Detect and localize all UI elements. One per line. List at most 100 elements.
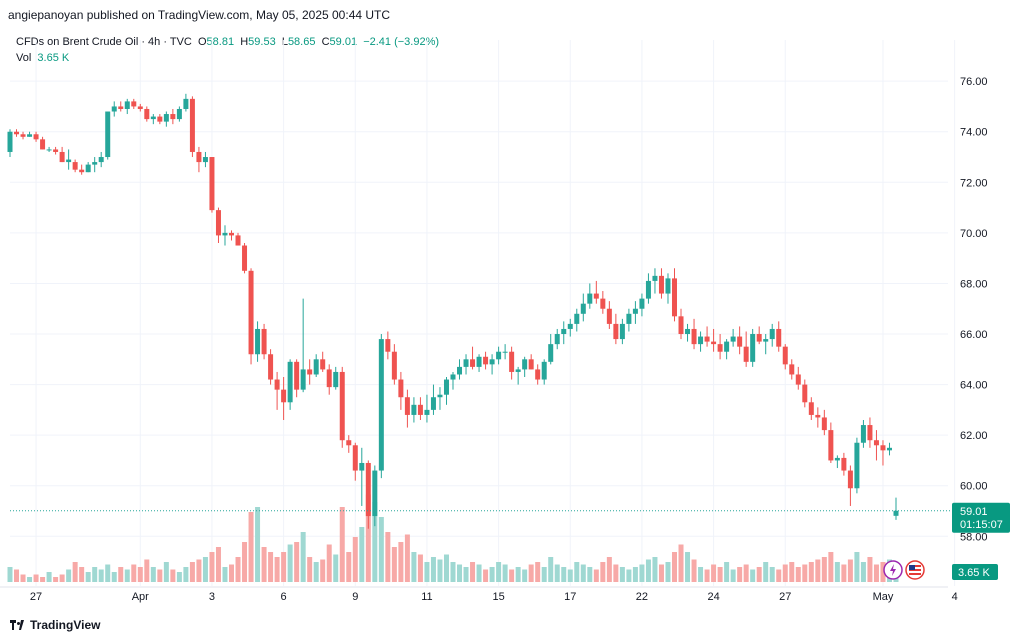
candle-body — [183, 98, 189, 109]
flag-stripe — [909, 573, 921, 575]
time-tick-label: May — [873, 591, 894, 603]
candle-body — [443, 379, 449, 395]
volume-bar — [724, 562, 730, 582]
volume-bar — [255, 507, 261, 582]
candle-body — [789, 364, 795, 375]
candle-body — [698, 336, 704, 345]
candle-body — [763, 339, 769, 342]
candle-body — [378, 339, 384, 471]
volume-bar — [593, 569, 599, 582]
volume-bar — [574, 562, 580, 582]
candle-body — [782, 346, 788, 365]
candle-body — [202, 157, 208, 163]
candle-body — [880, 445, 886, 451]
volume-bar — [424, 562, 430, 582]
volume-bar — [46, 572, 52, 582]
candle-body — [554, 334, 560, 345]
volume-bar — [137, 567, 143, 582]
candle-body — [515, 369, 521, 372]
candle-body — [365, 462, 371, 517]
candle-body — [873, 440, 879, 446]
candle-body — [672, 278, 677, 317]
volume-bar — [815, 559, 821, 582]
candle-body — [40, 139, 46, 150]
volume-bar — [66, 569, 72, 582]
candle-body — [215, 210, 221, 236]
candle-body — [92, 162, 98, 165]
volume-bar — [450, 562, 456, 582]
volume-bar — [235, 557, 241, 582]
volume-bar — [313, 562, 319, 582]
candle-body — [626, 313, 632, 324]
candle-body — [795, 374, 801, 385]
price-tick-label: 64.00 — [960, 380, 988, 392]
price-tick-label: 66.00 — [960, 329, 988, 341]
open-label: O — [197, 36, 207, 48]
price-tick-label: 74.00 — [960, 127, 988, 139]
candle-body — [404, 397, 410, 415]
candle-body — [352, 445, 358, 471]
volume-bar — [672, 552, 677, 582]
volume-bar — [352, 537, 358, 582]
volume-bar — [821, 557, 827, 582]
candle-body — [704, 336, 710, 342]
volume-bar — [509, 569, 515, 582]
volume-bar — [795, 567, 801, 582]
tradingview-footer[interactable]: TradingView — [10, 618, 100, 632]
candle-body — [737, 336, 743, 347]
candle-body — [685, 328, 691, 335]
candle-body — [242, 245, 248, 271]
candle-body — [750, 334, 756, 362]
candle-body — [294, 361, 300, 390]
candle-body — [828, 430, 834, 461]
volume-bar — [763, 562, 769, 582]
price-tick-label: 70.00 — [960, 228, 988, 240]
volume-bar — [229, 564, 234, 582]
candle-body — [587, 293, 593, 304]
candle-body — [502, 351, 508, 353]
candlestick-chart[interactable]: 76.00 74.00 72.00 70.00 68.00 66.00 64.00 62.00… — [0, 26, 1024, 606]
price-tick-label: 62.00 — [960, 430, 988, 442]
volume-bar — [124, 569, 130, 582]
symbol-title[interactable]: CFDs on Brent Crude Oil · 4h · TVC — [16, 36, 192, 48]
candle-body — [886, 447, 892, 451]
publisher-note: angiepanoyan published on TradingView.co… — [8, 8, 391, 22]
volume-bar — [698, 567, 704, 582]
volume-bar — [535, 562, 541, 582]
volume-bar — [72, 562, 78, 582]
volume-bar — [209, 552, 215, 582]
time-tick-label: 3 — [209, 591, 215, 603]
volume-bar — [554, 564, 560, 582]
candle-body — [541, 361, 547, 380]
volume-bar — [372, 502, 378, 582]
volume-bar — [85, 572, 91, 582]
candle-body — [281, 389, 287, 403]
candle-body — [268, 354, 274, 380]
candle-body — [593, 293, 599, 299]
price-tag: 59.01 01:15:07 — [952, 502, 1010, 533]
close-label: C — [321, 36, 330, 48]
volume-bar — [248, 512, 254, 582]
volume-bar — [854, 552, 860, 582]
volume-bar — [326, 544, 332, 582]
volume-bar — [457, 564, 463, 582]
volume-bar — [346, 552, 352, 582]
volume-bar — [189, 562, 195, 582]
volume-bar — [202, 557, 208, 582]
volume-bar — [841, 564, 847, 582]
volume-bar — [320, 559, 326, 582]
volume-bar — [711, 564, 717, 582]
volume-bar — [847, 559, 853, 582]
volume-bar — [40, 577, 46, 582]
volume-bar — [802, 564, 808, 582]
candle-body — [730, 336, 736, 342]
low-value: 58.65 — [287, 36, 316, 48]
volume-bar — [118, 567, 124, 582]
volume-bar — [548, 557, 554, 582]
candle-body — [743, 346, 749, 362]
candle-body — [606, 308, 612, 324]
volume-bar — [489, 567, 495, 582]
volume-bar — [27, 577, 33, 582]
volume-bar — [339, 507, 345, 582]
volume-bar — [639, 564, 645, 582]
